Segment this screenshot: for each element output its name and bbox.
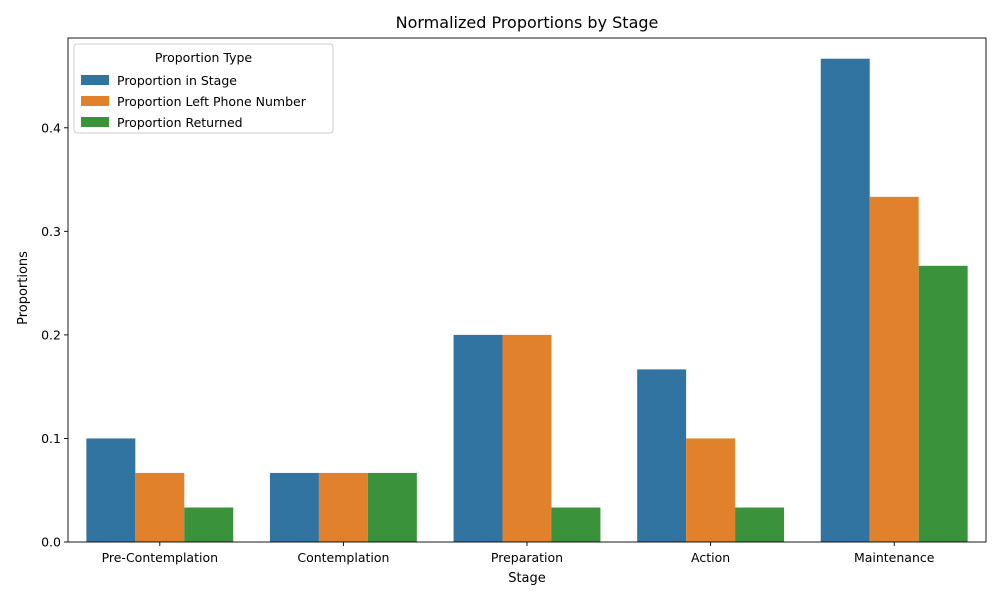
bar-maintenance-series-1 xyxy=(869,196,919,542)
y-tick-label: 0.2 xyxy=(41,327,61,342)
bars-layer xyxy=(86,58,968,543)
chart-title: Normalized Proportions by Stage xyxy=(396,13,659,32)
legend-swatch xyxy=(81,75,109,85)
x-tick-label: Pre-Contemplation xyxy=(102,550,218,565)
y-tick-label: 0.1 xyxy=(41,431,61,446)
bar-pre-contemplation-series-1 xyxy=(135,472,185,542)
legend-swatch xyxy=(81,117,109,127)
bar-action-series-2 xyxy=(735,507,785,542)
legend-entry-label: Proportion in Stage xyxy=(117,73,237,88)
y-tick-label: 0.4 xyxy=(41,120,61,135)
bar-maintenance-series-0 xyxy=(820,58,870,543)
bar-preparation-series-2 xyxy=(551,507,601,542)
legend-title: Proportion Type xyxy=(155,50,252,65)
bar-action-series-1 xyxy=(686,438,736,542)
bar-preparation-series-0 xyxy=(453,334,503,542)
legend-box xyxy=(73,43,334,134)
bar-pre-contemplation-series-0 xyxy=(86,438,136,542)
legend-swatch xyxy=(81,96,109,106)
bar-contemplation-series-0 xyxy=(269,472,319,542)
bar-preparation-series-1 xyxy=(502,334,552,542)
y-tick-label: 0.3 xyxy=(41,224,61,239)
bar-contemplation-series-2 xyxy=(367,472,417,542)
bar-action-series-0 xyxy=(637,369,687,542)
x-tick-label: Action xyxy=(691,550,730,565)
y-axis-label: Proportions xyxy=(16,251,31,325)
legend-entry-label: Proportion Returned xyxy=(117,115,243,130)
bar-pre-contemplation-series-2 xyxy=(184,507,234,542)
x-tick-label: Contemplation xyxy=(297,550,389,565)
x-tick-label: Maintenance xyxy=(854,550,935,565)
legend-entry-label: Proportion Left Phone Number xyxy=(117,94,307,109)
bar-contemplation-series-1 xyxy=(318,472,368,542)
y-tick-label: 0.0 xyxy=(41,535,61,550)
bar-maintenance-series-2 xyxy=(918,265,968,542)
x-tick-label: Preparation xyxy=(491,550,563,565)
x-axis-label: Stage xyxy=(508,571,546,586)
legend: Proportion Type Proportion in Stage Propor… xyxy=(73,43,334,134)
axes-layer: 0.0 0.1 0.2 0.3 0.4 Pre-Contemplation Contempl… xyxy=(41,37,987,565)
